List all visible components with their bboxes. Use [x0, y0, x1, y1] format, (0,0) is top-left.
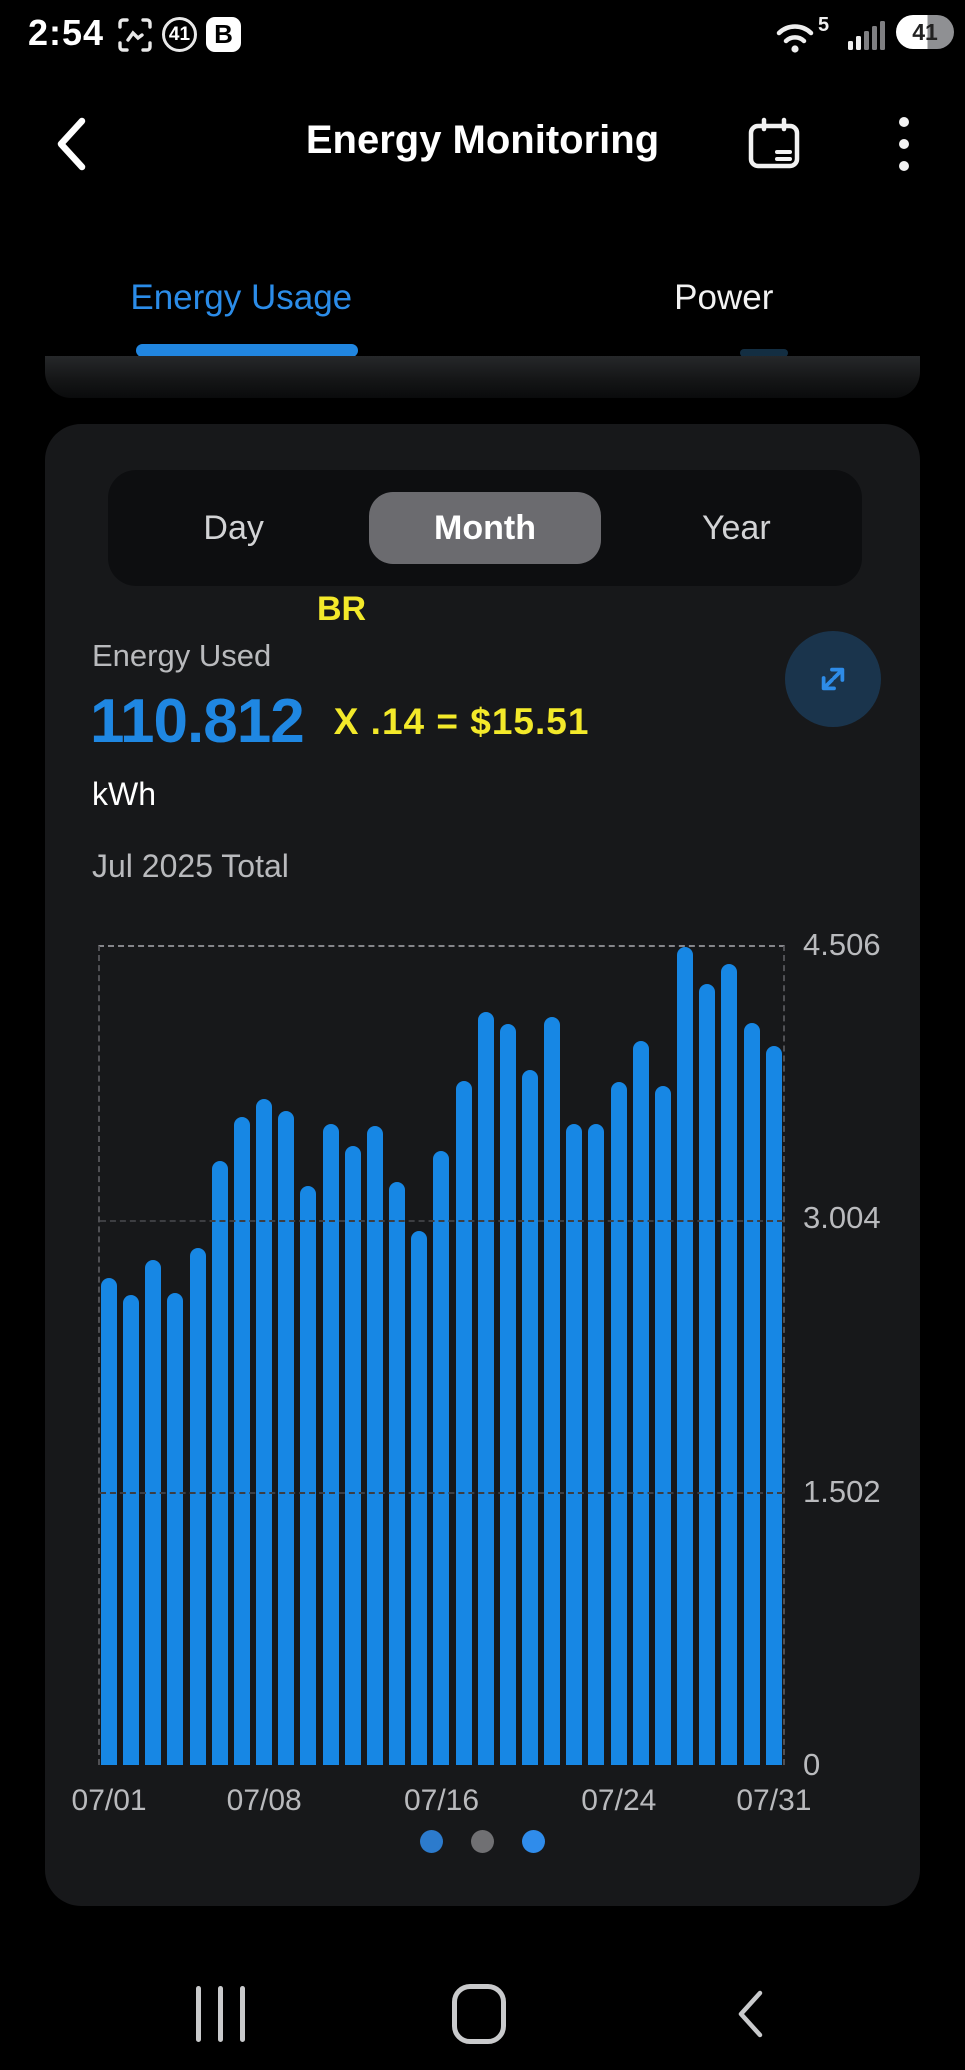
bar-07/17[interactable]	[455, 1080, 472, 1765]
energy-unit-label: kWh	[92, 776, 156, 812]
bar-07/28[interactable]	[699, 984, 716, 1765]
bar-07/20[interactable]	[521, 1069, 538, 1765]
bar-07/14[interactable]	[389, 1182, 406, 1765]
bar-07/31[interactable]	[765, 1046, 782, 1765]
wifi-generation-label: 5	[818, 14, 830, 36]
bar-07/21[interactable]	[544, 1017, 561, 1765]
energy-chart-card: Day Month Year BR Energy Used 110.812 X …	[45, 424, 920, 1906]
scrolled-card-sliver	[45, 356, 920, 398]
bar-07/18[interactable]	[477, 1011, 494, 1765]
recent-apps-button[interactable]	[196, 1986, 245, 2042]
period-option-month[interactable]: Month	[359, 470, 610, 586]
battery-icon: 41	[896, 15, 954, 49]
period-option-year-label: Year	[701, 508, 771, 547]
page-dot-3[interactable]	[522, 1830, 545, 1853]
cost-annotation: X .14 = $15.51	[333, 700, 590, 742]
inactive-tab-indicator	[740, 349, 788, 357]
notification-count-icon: 41	[162, 17, 197, 52]
nav-back-button[interactable]	[726, 1984, 774, 2044]
bar-07/09[interactable]	[278, 1111, 295, 1765]
bar-07/13[interactable]	[366, 1126, 383, 1765]
bar-07/12[interactable]	[344, 1145, 361, 1765]
wifi-icon: 5	[772, 14, 830, 56]
back-icon	[57, 117, 86, 171]
bar-07/06[interactable]	[211, 1160, 228, 1765]
x-axis-tick-label: 07/16	[403, 1784, 480, 1817]
calendar-icon	[748, 117, 800, 169]
br-annotation: BR	[317, 590, 367, 628]
period-segmented-control: Day Month Year	[108, 470, 862, 586]
nav-back-icon	[738, 1990, 763, 2038]
bar-07/07[interactable]	[233, 1116, 250, 1765]
more-options-icon	[899, 117, 909, 171]
bar-chart-plot	[98, 945, 785, 1765]
more-options-button[interactable]	[876, 108, 932, 180]
page-title: Energy Monitoring	[305, 118, 660, 162]
bar-07/23[interactable]	[588, 1124, 605, 1765]
app-b-notification-icon: B	[206, 17, 241, 52]
x-axis-tick-label: 07/01	[71, 1784, 147, 1817]
x-axis-tick-label: 07/08	[226, 1784, 302, 1817]
energy-value-row: 110.812 X .14 = $15.51	[90, 686, 589, 757]
tab-power[interactable]: Power	[674, 278, 774, 317]
bar-07/02[interactable]	[123, 1294, 140, 1765]
bar-07/25[interactable]	[632, 1040, 649, 1765]
bar-07/24[interactable]	[610, 1082, 627, 1765]
period-option-day[interactable]: Day	[108, 470, 359, 586]
gridline-1.502	[100, 1492, 783, 1495]
period-option-year[interactable]: Year	[611, 470, 862, 586]
bar-07/11[interactable]	[322, 1124, 339, 1765]
y-axis-tick-label: 4.506	[803, 927, 881, 962]
page-dot-1[interactable]	[420, 1830, 443, 1853]
home-button[interactable]	[452, 1984, 506, 2044]
period-option-day-label: Day	[203, 508, 264, 547]
energy-total-value: 110.812	[90, 687, 305, 756]
bar-07/22[interactable]	[566, 1124, 583, 1765]
tab-energy-usage[interactable]: Energy Usage	[130, 278, 353, 317]
x-axis-tick-label: 07/31	[736, 1784, 812, 1817]
status-bar: 2:54 41 B 5 41	[0, 0, 965, 64]
back-button[interactable]	[44, 108, 100, 180]
bar-07/29[interactable]	[721, 964, 738, 1765]
y-axis-tick-label: 0	[803, 1747, 821, 1782]
page-indicator	[45, 1830, 920, 1853]
gridline-3.004	[100, 1219, 783, 1222]
bar-07/16[interactable]	[433, 1151, 450, 1765]
selected-period-pill	[369, 492, 601, 564]
bar-07/10[interactable]	[300, 1185, 317, 1765]
bar-07/30[interactable]	[743, 1022, 760, 1765]
bar-07/26[interactable]	[654, 1086, 671, 1765]
bar-07/08[interactable]	[256, 1098, 273, 1765]
bar-07/05[interactable]	[189, 1247, 206, 1765]
energy-used-label: Energy Used	[92, 638, 272, 673]
b-badge-letter: B	[214, 19, 233, 49]
expand-chart-button[interactable]	[785, 631, 881, 727]
bar-07/27[interactable]	[677, 947, 694, 1765]
battery-percent: 41	[912, 18, 938, 45]
bars-container	[100, 947, 783, 1765]
x-axis-tick-label: 07/24	[581, 1784, 657, 1817]
expand-icon	[821, 667, 845, 691]
period-option-month-label: Month	[434, 508, 536, 547]
period-total-label: Jul 2025 Total	[92, 848, 289, 884]
android-nav-bar	[0, 1940, 965, 2070]
page-dot-2[interactable]	[471, 1830, 494, 1853]
active-tab-indicator	[136, 344, 358, 357]
app-header: Energy Monitoring	[0, 96, 965, 196]
cell-signal-icon	[848, 20, 888, 50]
clock: 2:54	[28, 12, 105, 53]
bar-07/19[interactable]	[499, 1024, 516, 1765]
tab-bar: Energy Usage Power	[0, 262, 965, 372]
notification-count: 41	[168, 23, 191, 45]
y-axis-tick-label: 1.502	[803, 1473, 881, 1509]
bar-07/15[interactable]	[411, 1231, 428, 1765]
y-axis-tick-label: 3.004	[803, 1200, 881, 1236]
calendar-button[interactable]	[742, 110, 806, 178]
bar-07/03[interactable]	[145, 1260, 162, 1765]
bar-07/01[interactable]	[101, 1278, 117, 1765]
screen-capture-icon	[118, 18, 152, 52]
bar-07/04[interactable]	[167, 1293, 184, 1765]
